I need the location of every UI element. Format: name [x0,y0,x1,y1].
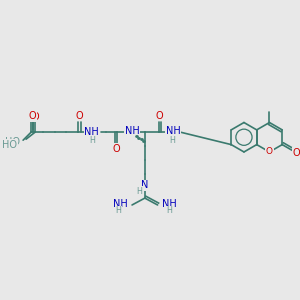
Text: O: O [293,148,300,158]
Text: O: O [31,112,39,122]
Text: H: H [116,206,121,215]
Text: HO: HO [2,140,17,150]
Text: NH: NH [84,127,99,137]
Text: O: O [156,111,164,121]
Text: O: O [75,111,83,121]
Text: H: H [167,206,172,215]
Text: O: O [112,144,120,154]
Text: NH: NH [113,199,128,209]
Text: O: O [28,111,36,121]
Text: O: O [266,148,273,157]
Text: N: N [141,180,148,190]
Text: NH: NH [125,126,140,136]
Text: NH: NH [166,126,181,136]
Text: H: H [169,136,175,145]
Text: HO: HO [5,137,20,147]
Text: H: H [136,187,142,196]
Text: NH: NH [161,199,176,209]
Text: H: H [89,136,95,145]
